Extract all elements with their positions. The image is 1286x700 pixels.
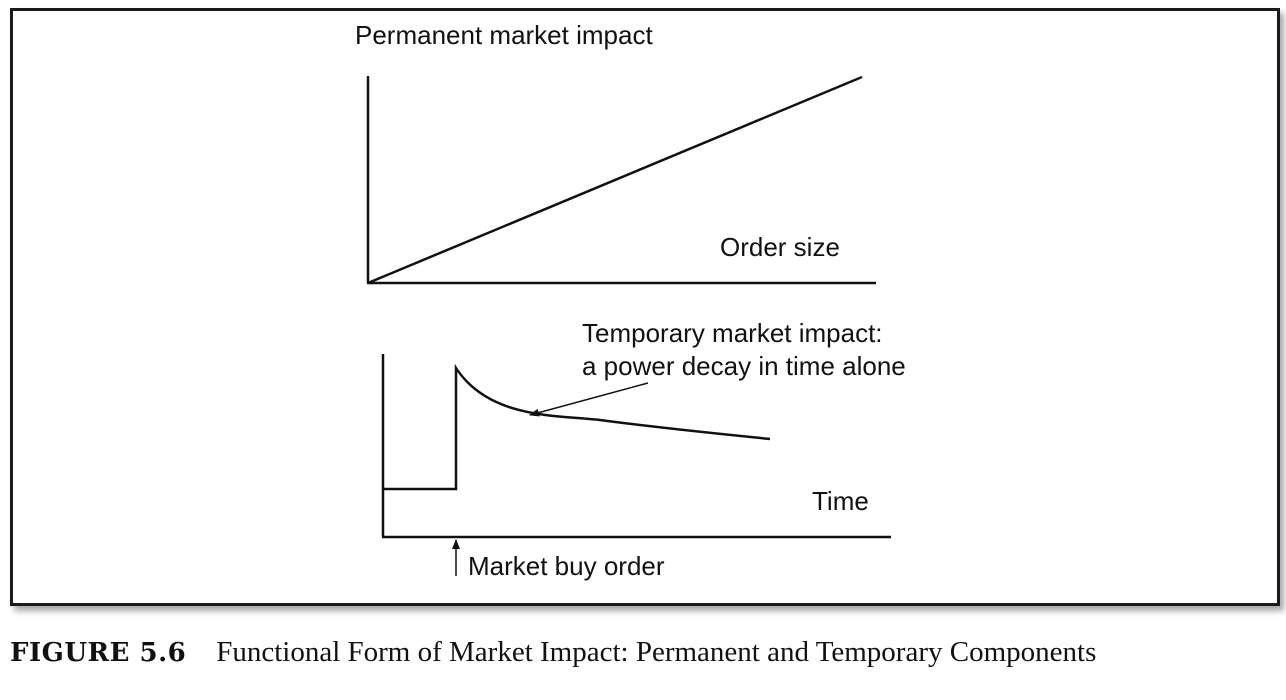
market-buy-order-label: Market buy order (468, 551, 665, 581)
figure-title: Functional Form of Market Impact: Perman… (216, 636, 1097, 668)
permanent-y-label: Permanent market impact (355, 20, 653, 50)
temporary-annotation-line2: a power decay in time alone (582, 351, 906, 381)
permanent-impact-panel: Permanent market impact Order size (355, 20, 876, 285)
temporary-impact-curve (383, 363, 771, 491)
permanent-x-label: Order size (720, 232, 840, 262)
figure-frame (10, 8, 1280, 606)
temporary-x-label: Time (812, 486, 869, 516)
annotation-pointer-arrow (529, 382, 649, 417)
temporary-impact-panel: Temporary market impact: a power decay i… (381, 318, 906, 581)
figure-caption: FIGURE 5.6 Functional Form of Market Impa… (10, 636, 1276, 669)
temporary-annotation-line1: Temporary market impact: (582, 318, 883, 348)
figure-number: FIGURE 5.6 (10, 638, 187, 668)
permanent-impact-line (367, 75, 863, 285)
